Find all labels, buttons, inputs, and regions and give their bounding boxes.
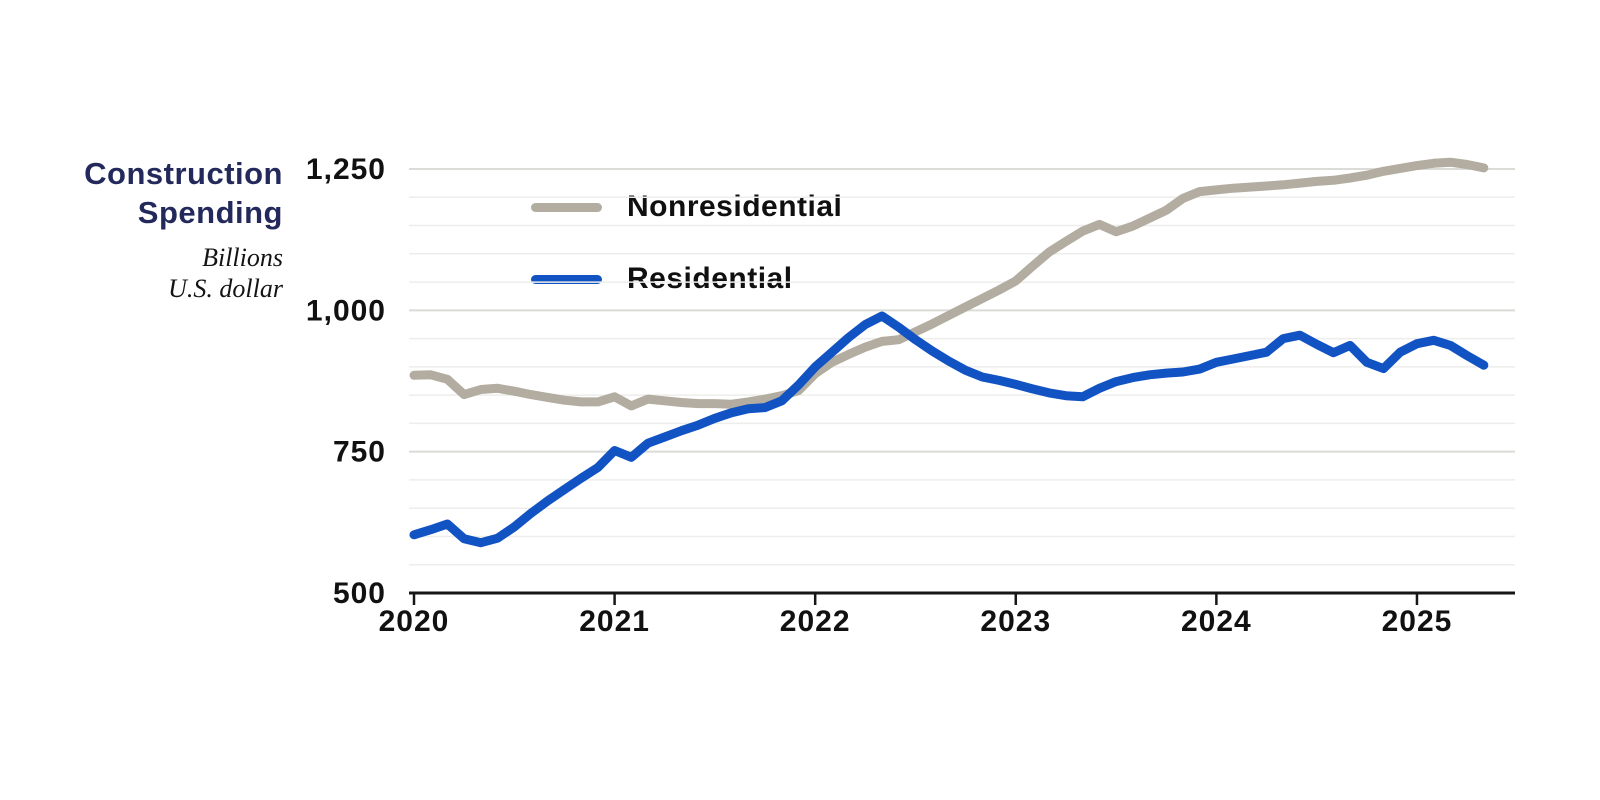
- x-tick-label: 2022: [780, 605, 851, 638]
- legend: Nonresidential Residential: [531, 190, 842, 296]
- page-title-line2: Spending: [137, 195, 283, 230]
- chart-subtitle-line1: Billions: [202, 243, 283, 272]
- legend-label-nonresidential: Nonresidential: [627, 190, 843, 223]
- x-tick-label: 2023: [980, 605, 1051, 638]
- nonresidential-line-swatch: [531, 202, 602, 212]
- chart-subtitle-line2: U.S. dollar: [168, 274, 283, 303]
- y-tick-label: 1,000: [306, 294, 386, 327]
- x-tick-label: 2020: [379, 605, 450, 638]
- legend-label-residential: Residential: [627, 262, 793, 295]
- legend-item-nonresidential: Nonresidential: [531, 190, 842, 224]
- y-tick-label: 500: [333, 577, 386, 610]
- x-tick-label: 2021: [579, 605, 650, 638]
- chart-subtitle: Billions U.S. dollar: [40, 242, 283, 304]
- residential-line-swatch: [531, 274, 602, 284]
- page-title: Construction Spending: [40, 154, 283, 232]
- page-title-line1: Construction: [84, 156, 283, 191]
- series-line-nonresidential: [409, 157, 1489, 411]
- series-line-residential: [409, 311, 1489, 548]
- y-tick-label: 750: [333, 436, 386, 469]
- x-tick-label: 2025: [1382, 605, 1453, 638]
- y-tick-label: 1,250: [306, 153, 386, 186]
- x-tick-label: 2024: [1181, 605, 1252, 638]
- legend-item-residential: Residential: [531, 262, 842, 296]
